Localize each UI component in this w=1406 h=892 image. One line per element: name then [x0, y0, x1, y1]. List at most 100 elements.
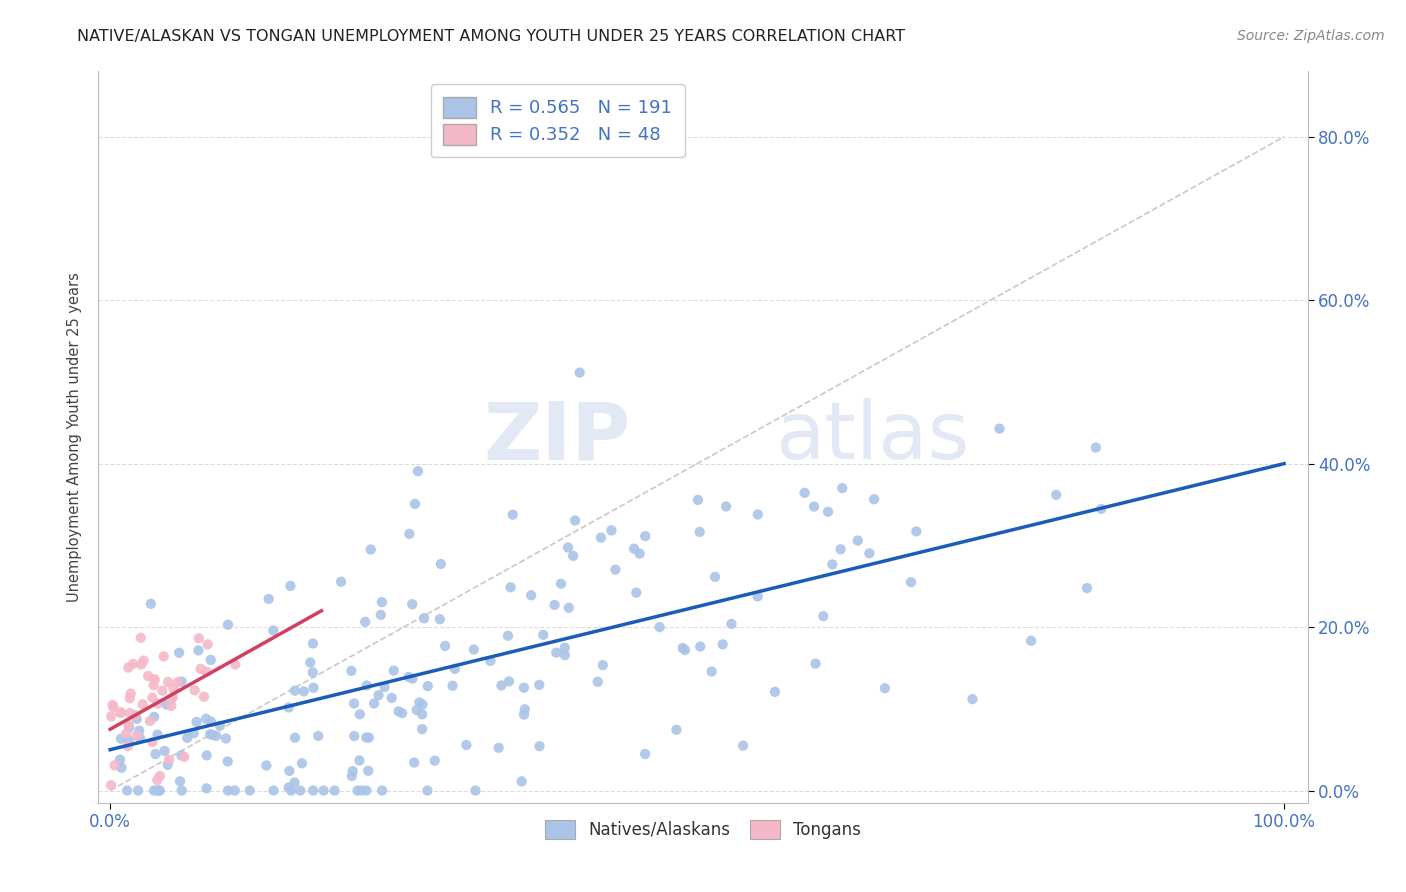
Point	[346, 783, 368, 797]
Point	[689, 524, 711, 539]
Point	[496, 629, 519, 643]
Point	[280, 783, 302, 797]
Point	[124, 708, 146, 723]
Point	[557, 541, 579, 555]
Point	[205, 729, 228, 743]
Point	[217, 617, 239, 632]
Point	[148, 783, 170, 797]
Point	[367, 688, 389, 702]
Point	[299, 656, 322, 670]
Point	[510, 774, 533, 789]
Point	[150, 683, 173, 698]
Point	[284, 683, 307, 698]
Point	[143, 710, 166, 724]
Point	[142, 678, 165, 692]
Point	[408, 696, 430, 710]
Point	[302, 783, 325, 797]
Point	[187, 632, 209, 646]
Point	[817, 505, 839, 519]
Point	[564, 514, 586, 528]
Point	[173, 749, 195, 764]
Point	[689, 640, 711, 654]
Point	[170, 674, 193, 689]
Point	[634, 529, 657, 543]
Point	[502, 508, 524, 522]
Point	[110, 705, 132, 719]
Point	[412, 698, 434, 712]
Point	[340, 769, 363, 783]
Point	[700, 665, 723, 679]
Point	[381, 690, 404, 705]
Point	[1019, 633, 1042, 648]
Point	[558, 600, 581, 615]
Point	[149, 769, 172, 783]
Point	[101, 698, 124, 712]
Point	[416, 679, 439, 693]
Text: NATIVE/ALASKAN VS TONGAN UNEMPLOYMENT AMONG YOUTH UNDER 25 YEARS CORRELATION CHA: NATIVE/ALASKAN VS TONGAN UNEMPLOYMENT AM…	[77, 29, 905, 44]
Point	[1076, 581, 1098, 595]
Point	[278, 764, 301, 778]
Point	[356, 678, 378, 692]
Point	[430, 557, 453, 571]
Point	[714, 500, 737, 514]
Point	[905, 524, 928, 539]
Text: Source: ZipAtlas.com: Source: ZipAtlas.com	[1237, 29, 1385, 43]
Point	[117, 660, 139, 674]
Point	[398, 526, 420, 541]
Point	[546, 646, 568, 660]
Point	[152, 649, 174, 664]
Point	[391, 706, 413, 720]
Point	[704, 570, 727, 584]
Point	[371, 595, 394, 609]
Point	[100, 709, 122, 723]
Point	[146, 728, 169, 742]
Point	[239, 783, 262, 797]
Point	[405, 703, 427, 717]
Point	[125, 712, 148, 726]
Point	[153, 744, 176, 758]
Point	[131, 698, 153, 712]
Point	[108, 753, 131, 767]
Point	[141, 690, 163, 705]
Point	[648, 620, 671, 634]
Point	[1084, 441, 1107, 455]
Point	[429, 612, 451, 626]
Point	[290, 783, 312, 797]
Point	[280, 579, 302, 593]
Point	[499, 580, 522, 594]
Point	[307, 729, 329, 743]
Point	[167, 674, 190, 689]
Point	[186, 714, 208, 729]
Point	[257, 591, 280, 606]
Point	[195, 665, 218, 679]
Point	[350, 783, 373, 797]
Point	[628, 547, 651, 561]
Point	[302, 681, 325, 695]
Point	[1090, 502, 1112, 516]
Point	[543, 598, 565, 612]
Point	[136, 669, 159, 683]
Point	[592, 658, 614, 673]
Point	[157, 753, 180, 767]
Point	[863, 492, 886, 507]
Point	[292, 684, 315, 698]
Point	[167, 646, 190, 660]
Point	[129, 657, 152, 672]
Point	[456, 738, 478, 752]
Point	[343, 697, 366, 711]
Point	[330, 574, 353, 589]
Point	[190, 662, 212, 676]
Point	[277, 700, 299, 714]
Point	[183, 683, 205, 698]
Point	[208, 719, 231, 733]
Point	[169, 774, 191, 789]
Point	[374, 680, 396, 694]
Point	[673, 643, 696, 657]
Point	[568, 366, 591, 380]
Point	[157, 675, 180, 690]
Point	[491, 678, 513, 692]
Point	[444, 662, 467, 676]
Text: ZIP: ZIP	[484, 398, 630, 476]
Point	[411, 707, 433, 722]
Point	[118, 706, 141, 720]
